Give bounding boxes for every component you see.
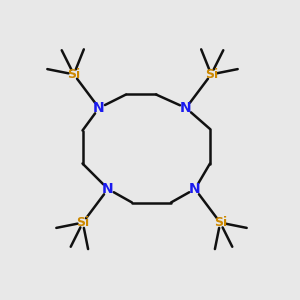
- Text: Si: Si: [76, 216, 89, 229]
- Text: N: N: [180, 101, 192, 115]
- Text: Si: Si: [67, 68, 80, 81]
- Text: Si: Si: [214, 216, 227, 229]
- Text: Si: Si: [205, 68, 218, 81]
- Text: N: N: [189, 182, 201, 196]
- Text: N: N: [102, 182, 114, 196]
- Text: N: N: [93, 101, 105, 115]
